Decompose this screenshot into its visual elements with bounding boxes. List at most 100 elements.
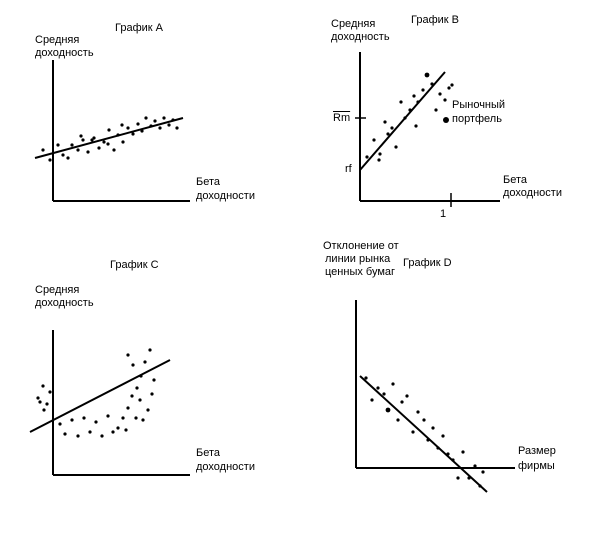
chart-b-ytick-rm: Rm	[333, 112, 351, 124]
chart-d-ylabel-line3: ценных бумаг	[325, 266, 396, 278]
chart-d-data-point	[416, 410, 420, 414]
chart-d-data-point	[446, 452, 450, 456]
chart-a-data-point	[120, 123, 124, 127]
chart-a-data-point	[81, 138, 85, 142]
chart-b-xlabel-line1: Бета	[503, 174, 528, 186]
chart-c-data-point	[148, 348, 152, 352]
chart-a-data-point	[121, 140, 125, 144]
chart-a-data-point	[162, 116, 166, 120]
chart-d-data-point	[481, 470, 485, 474]
chart-b-xlabel-line2: доходности	[503, 187, 562, 199]
chart-b-annotation-line1: Рыночный	[452, 99, 506, 111]
chart-b-data-point	[421, 88, 425, 92]
chart-a-data-point	[112, 148, 116, 152]
chart-c-data-point	[88, 430, 92, 434]
chart-d-data-point	[467, 476, 471, 480]
chart-b-annotation-line2: портфель	[452, 113, 502, 125]
chart-c-data-point	[38, 400, 42, 404]
chart-b-data-point	[424, 72, 430, 78]
chart-a-data-point	[90, 138, 94, 142]
chart-b-trend-line	[359, 71, 446, 171]
chart-a-data-point	[106, 142, 110, 146]
chart-b-ytick-rf: rf	[345, 163, 352, 175]
chart-c-data-point	[36, 396, 40, 400]
chart-c-data-point	[116, 426, 120, 430]
chart-d-trend-line	[359, 375, 488, 493]
chart-c-data-point	[76, 434, 80, 438]
chart-d-data-point	[422, 418, 426, 422]
chart-c-data-point	[121, 416, 125, 420]
chart-b-data-point	[412, 94, 416, 98]
chart-b-data-point	[450, 83, 454, 87]
chart-b-data-point	[399, 100, 403, 104]
chart-c-data-point	[63, 432, 67, 436]
chart-d-xlabel-line2: фирмы	[518, 460, 555, 472]
chart-d-xlabel-line1: Размер	[518, 445, 556, 457]
chart-a-data-point	[175, 126, 179, 130]
chart-a-ylabel-line1: Средняя	[35, 34, 80, 46]
chart-b-data-point	[408, 108, 412, 112]
chart-a-data-point	[107, 128, 111, 132]
chart-b-data-point	[403, 116, 407, 120]
chart-c-data-point	[126, 406, 130, 410]
chart-d-data-point	[385, 407, 391, 413]
chart-c-data-point	[134, 416, 138, 420]
chart-a-data-point	[167, 123, 171, 127]
chart-c-xlabel-line2: доходности	[196, 461, 255, 473]
chart-a-data-point	[41, 148, 45, 152]
chart-c-data-point	[45, 402, 49, 406]
chart-c-trend-line	[29, 359, 171, 433]
chart-b-data-point	[378, 152, 382, 156]
chart-b-ylabel-line1: Средняя	[331, 18, 376, 30]
chart-c-data-point	[152, 378, 156, 382]
chart-d-ylabel-line2: линии рынка	[325, 253, 391, 265]
chart-b-data-point	[386, 132, 390, 136]
chart-d-data-point	[382, 392, 386, 396]
chart-d-data-point	[461, 450, 465, 454]
chart-a-data-point	[126, 126, 130, 130]
chart-b-xtick-1: 1	[440, 208, 447, 220]
chart-d-data-point	[405, 394, 409, 398]
chart-a-xlabel-line2: доходности	[196, 190, 255, 202]
chart-b-data-point	[390, 126, 394, 130]
chart-c-data-point	[139, 374, 143, 378]
chart-c-data-point	[48, 390, 52, 394]
chart-a-data-point	[66, 156, 70, 160]
chart-b-market-portfolio-point	[443, 117, 449, 123]
chart-d-data-point	[391, 382, 395, 386]
chart-c-ylabel-line1: Средняя	[35, 284, 80, 296]
chart-a-data-point	[136, 122, 140, 126]
chart-c-data-point	[70, 418, 74, 422]
chart-c-data-point	[141, 418, 145, 422]
chart-d-data-point	[478, 484, 482, 488]
chart-d-data-point	[436, 446, 440, 450]
chart-a-data-point	[171, 118, 175, 122]
chart-a-data-point	[116, 133, 120, 137]
chart-a-title: График А	[115, 22, 163, 34]
chart-c-data-point	[131, 363, 135, 367]
chart-c-data-point	[58, 422, 62, 426]
chart-c-data-point	[100, 434, 104, 438]
chart-d-data-point	[431, 426, 435, 430]
chart-c-data-point	[150, 392, 154, 396]
chart-a-data-point	[76, 148, 80, 152]
chart-a-data-point	[86, 150, 90, 154]
chart-c-data-point	[143, 360, 147, 364]
chart-a-data-point	[102, 140, 106, 144]
chart-d-data-point	[426, 438, 430, 442]
chart-a-data-point	[153, 119, 157, 123]
chart-d-data-point	[441, 434, 445, 438]
chart-d-data-point	[370, 398, 374, 402]
chart-c-data-point	[111, 430, 115, 434]
chart-c-data-point	[106, 414, 110, 418]
chart-c-data-point	[130, 394, 134, 398]
chart-d-data-point	[376, 386, 380, 390]
chart-d-data-point	[411, 430, 415, 434]
chart-a-data-point	[149, 124, 153, 128]
chart-a-data-point	[79, 134, 83, 138]
chart-d-data-point	[400, 400, 404, 404]
chart-d-title: График D	[403, 257, 452, 269]
chart-a-data-point	[70, 143, 74, 147]
chart-c-title: График С	[110, 259, 159, 271]
